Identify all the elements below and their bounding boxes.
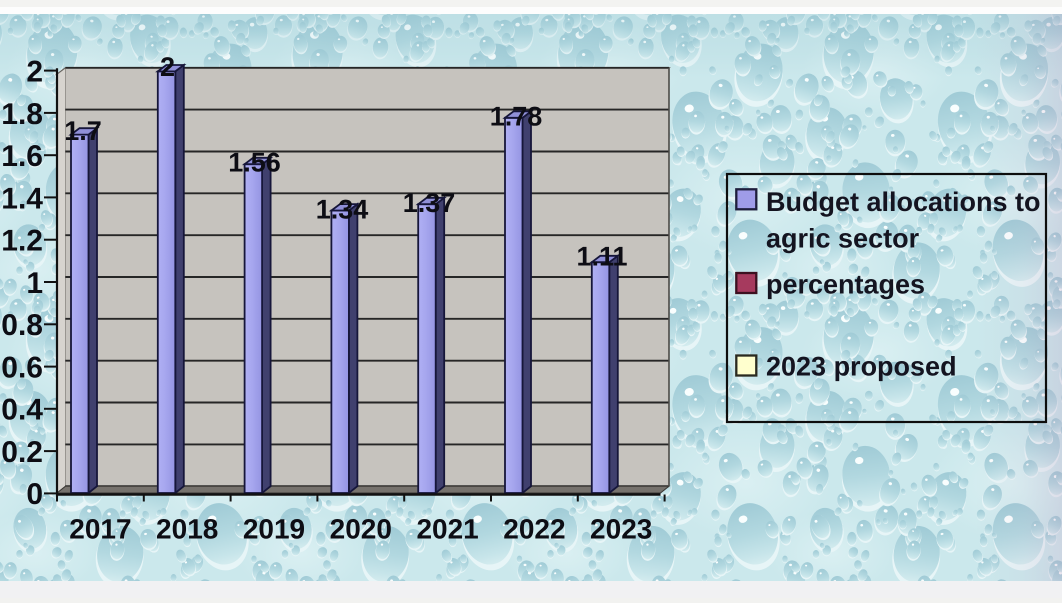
svg-text:1.34: 1.34 <box>316 195 369 225</box>
svg-text:1.56: 1.56 <box>228 148 281 178</box>
svg-text:2020: 2020 <box>330 514 392 545</box>
svg-text:1.4: 1.4 <box>1 182 43 215</box>
svg-text:2021: 2021 <box>416 514 478 545</box>
svg-text:1.78: 1.78 <box>490 102 543 132</box>
svg-text:2019: 2019 <box>243 514 305 545</box>
svg-text:agric sector: agric sector <box>766 224 920 254</box>
svg-text:2023 proposed: 2023 proposed <box>766 352 957 382</box>
svg-text:0.8: 0.8 <box>1 309 43 342</box>
svg-text:1.8: 1.8 <box>1 98 43 131</box>
svg-text:Budget allocations to: Budget allocations to <box>766 187 1041 217</box>
svg-text:0: 0 <box>26 478 43 511</box>
svg-text:2022: 2022 <box>503 514 565 545</box>
svg-text:1: 1 <box>26 267 43 300</box>
svg-text:1.37: 1.37 <box>403 188 456 218</box>
svg-text:0.2: 0.2 <box>1 436 43 469</box>
svg-text:1.11: 1.11 <box>576 242 627 272</box>
svg-text:2018: 2018 <box>156 514 218 545</box>
svg-text:0.6: 0.6 <box>1 351 43 384</box>
svg-text:1.6: 1.6 <box>1 140 43 173</box>
svg-text:1.2: 1.2 <box>1 225 43 258</box>
svg-text:2: 2 <box>160 52 175 82</box>
svg-text:1.7: 1.7 <box>64 116 102 146</box>
svg-text:2: 2 <box>26 56 43 89</box>
svg-text:2017: 2017 <box>69 514 131 545</box>
svg-text:2023: 2023 <box>590 514 652 545</box>
svg-text:0.4: 0.4 <box>1 394 43 427</box>
svg-text:percentages: percentages <box>766 270 925 300</box>
